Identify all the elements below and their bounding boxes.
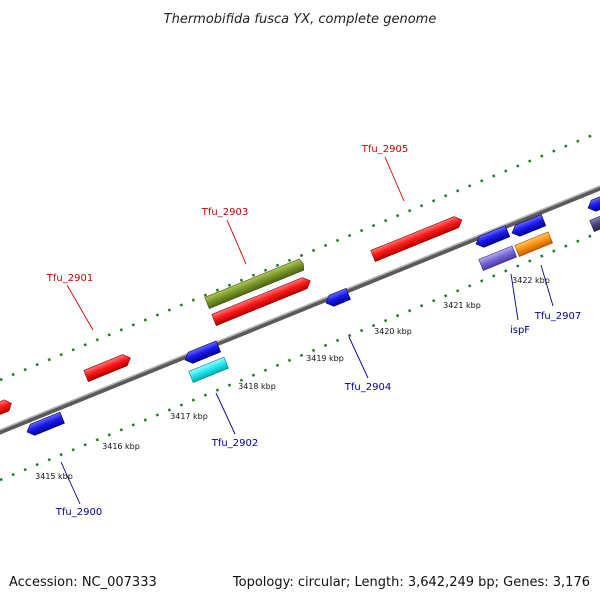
gene-label-tfu2900[interactable]: Tfu_2900 <box>55 507 102 518</box>
genome-backbone <box>0 185 600 435</box>
gene-label-tfu2907[interactable]: Tfu_2907 <box>534 311 581 322</box>
gene-arrow-tfu2902[interactable] <box>188 356 229 383</box>
gene-labels: Tfu_2901 Tfu_2903 Tfu_2905 Tfu_2900 Tfu_… <box>46 144 581 518</box>
gene-arrow-ispF[interactable] <box>478 245 518 271</box>
gene-label-tfu2903[interactable]: Tfu_2903 <box>201 207 248 218</box>
kbp-labels: 3415 kbp 3416 kbp 3417 kbp 3418 kbp 3419… <box>35 276 550 481</box>
kbp-label-3416: 3416 kbp <box>102 442 140 451</box>
gene-arrow-blue-a[interactable] <box>474 225 511 250</box>
gene-arrow-tfu2900[interactable] <box>25 411 65 437</box>
gene-arrow-tfu2904[interactable] <box>324 288 351 308</box>
forward-genes <box>0 214 464 423</box>
gene-arrow-tfu2905[interactable] <box>370 214 464 262</box>
kbp-label-3422: 3422 kbp <box>512 276 550 285</box>
gene-arrow-blue-edge[interactable] <box>586 190 600 213</box>
gene-label-tfu2901[interactable]: Tfu_2901 <box>46 273 93 284</box>
kbp-label-3417: 3417 kbp <box>170 412 208 421</box>
reverse-genes <box>25 190 600 437</box>
map-title: Thermobifida fusca YX, complete genome <box>164 12 437 27</box>
accession-text: Accession: NC_007333 <box>9 575 157 590</box>
gene-label-tfu2905[interactable]: Tfu_2905 <box>361 144 408 155</box>
gene-arrow-left-edge[interactable] <box>0 398 14 423</box>
gene-arrow-tfu2907[interactable] <box>514 231 554 257</box>
kbp-label-3415: 3415 kbp <box>35 472 73 481</box>
gene-label-ispF[interactable]: ispF <box>510 325 530 336</box>
kbp-label-3418: 3418 kbp <box>238 382 276 391</box>
kbp-label-3421: 3421 kbp <box>443 301 481 310</box>
genome-summary-text: Topology: circular; Length: 3,642,249 bp… <box>232 575 590 590</box>
gene-label-tfu2904[interactable]: Tfu_2904 <box>344 382 391 393</box>
gene-arrow-tfu2901[interactable] <box>83 352 133 382</box>
gene-arrow-blue-b[interactable] <box>510 214 547 239</box>
gene-arrow-tfu2903[interactable] <box>204 258 306 309</box>
gene-arrow-blue-upper[interactable] <box>183 340 222 366</box>
gene-arrow-red-lower[interactable] <box>211 275 313 326</box>
gene-label-tfu2902[interactable]: Tfu_2902 <box>211 438 258 449</box>
kbp-label-3419: 3419 kbp <box>306 354 344 363</box>
label-leaders <box>60 156 554 505</box>
gene-arrow-slate-edge[interactable] <box>589 208 600 232</box>
kbp-label-3420: 3420 kbp <box>374 327 412 336</box>
